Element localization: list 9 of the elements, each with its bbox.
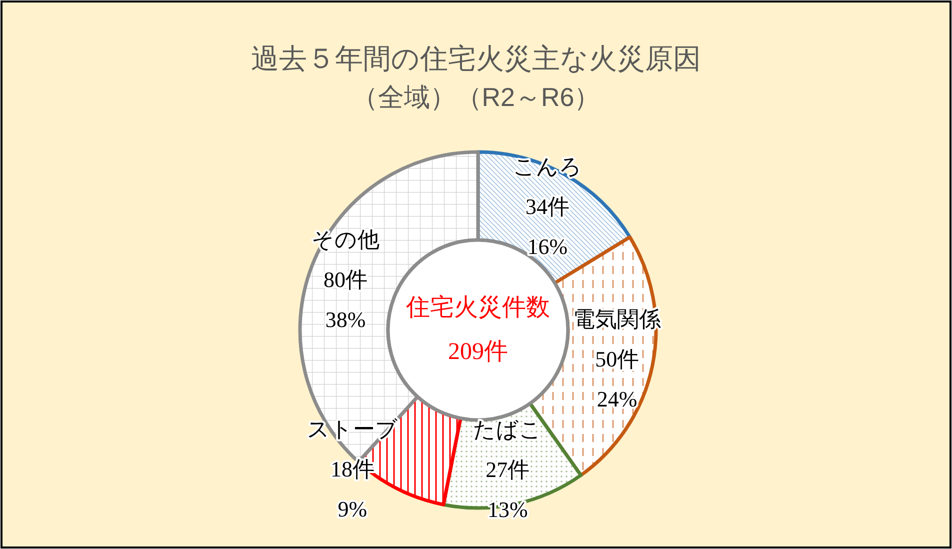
chart-title: 過去５年間の住宅火災主な火災原因: [251, 43, 701, 74]
text: 209件: [448, 339, 508, 365]
text: 住宅火災件数: [405, 294, 550, 321]
chart-subtitle: （全域）（R2～R6）: [352, 82, 600, 112]
data-label: 50件 24%: [595, 346, 640, 412]
data-label: 34件 16%: [525, 194, 570, 259]
slice-label: たばこ: [473, 416, 542, 442]
data-label: 80件 38%: [324, 266, 368, 332]
slice-label: その他: [312, 226, 380, 252]
